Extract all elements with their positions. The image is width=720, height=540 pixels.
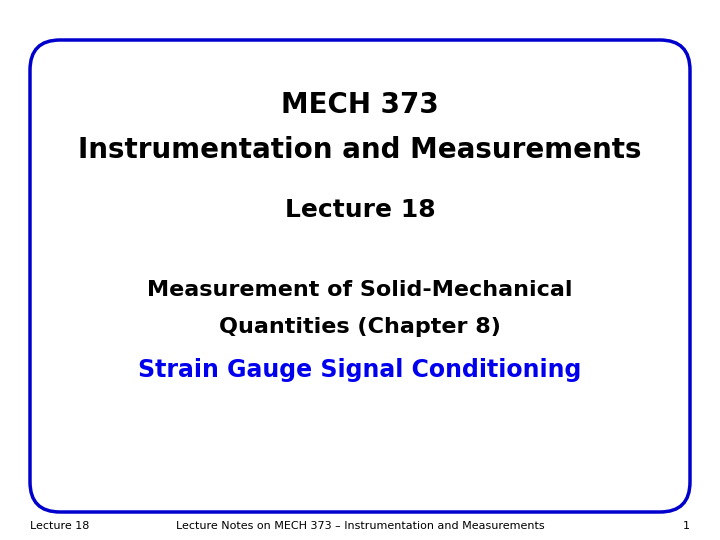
Text: Lecture 18: Lecture 18 bbox=[284, 198, 436, 222]
Text: MECH 373: MECH 373 bbox=[281, 91, 439, 119]
Text: Measurement of Solid-Mechanical: Measurement of Solid-Mechanical bbox=[148, 280, 572, 300]
Text: Lecture Notes on MECH 373 – Instrumentation and Measurements: Lecture Notes on MECH 373 – Instrumentat… bbox=[176, 521, 544, 531]
Text: 1: 1 bbox=[683, 521, 690, 531]
FancyBboxPatch shape bbox=[30, 40, 690, 512]
Text: Lecture 18: Lecture 18 bbox=[30, 521, 89, 531]
Text: Instrumentation and Measurements: Instrumentation and Measurements bbox=[78, 136, 642, 164]
Text: Quantities (Chapter 8): Quantities (Chapter 8) bbox=[219, 317, 501, 337]
Text: Strain Gauge Signal Conditioning: Strain Gauge Signal Conditioning bbox=[138, 358, 582, 382]
